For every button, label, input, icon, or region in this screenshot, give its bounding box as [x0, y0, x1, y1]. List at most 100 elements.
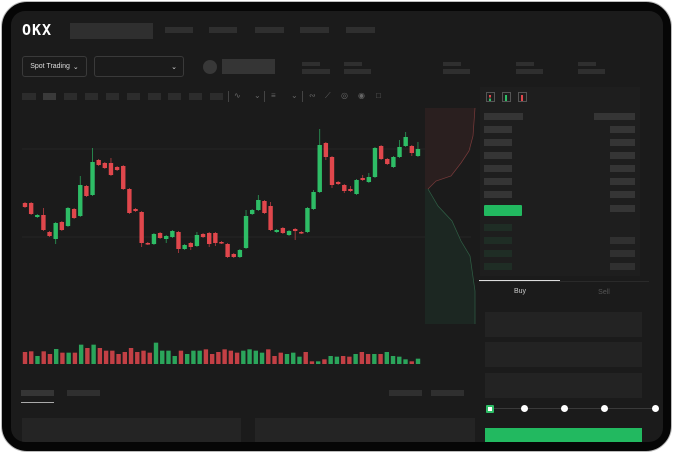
candle-body: [28, 203, 34, 214]
timeframe-button[interactable]: [106, 93, 119, 100]
orderbook-buy-icon[interactable]: [502, 92, 511, 102]
camera-icon[interactable]: ◎: [341, 91, 348, 100]
timeframe-button[interactable]: [148, 93, 161, 100]
ask-price[interactable]: [484, 152, 512, 159]
candle-body: [102, 163, 108, 168]
timeframe-button[interactable]: [168, 93, 181, 100]
volume-bar: [334, 356, 340, 364]
ask-amount[interactable]: [610, 152, 635, 159]
candle-body: [397, 147, 402, 157]
volume-bar: [160, 350, 165, 364]
timeframe-button[interactable]: [64, 93, 77, 100]
candle-body: [188, 243, 193, 247]
volume-bar: [97, 348, 103, 364]
bid-price[interactable]: [484, 224, 512, 231]
total-input[interactable]: [485, 373, 642, 398]
price-input[interactable]: [485, 312, 642, 337]
header-search[interactable]: [70, 23, 153, 39]
volume-bar: [390, 356, 396, 364]
market-type-dropdown[interactable]: Spot Trading ⌄: [22, 56, 87, 77]
ask-price[interactable]: [484, 178, 512, 185]
pair-dropdown[interactable]: ⌄: [94, 56, 184, 77]
candle-body: [372, 148, 378, 177]
candle-body: [170, 231, 175, 237]
volume-bar: [203, 349, 209, 364]
candle-body: [194, 235, 200, 246]
volume-bar: [116, 354, 121, 364]
candle-type-icon[interactable]: ≡: [271, 91, 276, 100]
ask-price[interactable]: [484, 165, 512, 172]
okx-logo[interactable]: OKX: [22, 21, 53, 39]
candle-body: [139, 212, 144, 243]
nav-item[interactable]: [346, 27, 375, 33]
candle-body: [213, 233, 218, 243]
ask-amount[interactable]: [610, 139, 635, 146]
buy-tab-underline: [479, 280, 560, 281]
bid-amount[interactable]: [610, 263, 635, 270]
volume-bar: [103, 350, 109, 364]
timeframe-button[interactable]: [127, 93, 140, 100]
volume-bar: [191, 350, 196, 364]
bid-price[interactable]: [484, 263, 512, 270]
tab-buy[interactable]: Buy: [513, 288, 527, 295]
volume-bar: [228, 350, 234, 364]
timeframe-button[interactable]: [43, 93, 56, 100]
amount-input[interactable]: [485, 342, 642, 367]
volume-bar: [272, 356, 277, 364]
volume-bar: [184, 354, 190, 364]
candle-body: [415, 149, 421, 156]
settings-icon[interactable]: ◉: [358, 91, 365, 100]
buy-submit-button[interactable]: [485, 428, 642, 442]
candle-body: [127, 189, 132, 213]
bid-amount[interactable]: [610, 237, 635, 244]
ask-amount[interactable]: [610, 126, 635, 133]
timeframe-button[interactable]: [85, 93, 98, 100]
slider-step[interactable]: [561, 405, 568, 412]
slider-step[interactable]: [601, 405, 608, 412]
ask-price[interactable]: [484, 139, 512, 146]
timeframe-button[interactable]: [22, 93, 36, 100]
ask-price[interactable]: [484, 191, 512, 198]
timeframe-button[interactable]: [189, 93, 202, 100]
ruler-icon[interactable]: ⟋: [325, 91, 331, 100]
nav-item[interactable]: [209, 27, 237, 33]
slider-step[interactable]: [521, 405, 528, 412]
timeframe-button[interactable]: [210, 93, 223, 100]
ask-amount[interactable]: [610, 205, 635, 212]
volume-bar: [60, 352, 65, 364]
chevron-down-icon[interactable]: ⌄: [254, 91, 261, 100]
indicator-icon[interactable]: ∿: [234, 91, 241, 100]
volume-bar: [266, 349, 271, 364]
column-header-price: [484, 113, 523, 120]
bid-price[interactable]: [484, 237, 512, 244]
bottom-action[interactable]: [431, 390, 464, 396]
fullscreen-icon[interactable]: □: [376, 91, 381, 100]
nav-item[interactable]: [255, 27, 284, 33]
slider-handle[interactable]: [486, 405, 494, 413]
ask-amount[interactable]: [610, 191, 635, 198]
orderbook-sell-icon[interactable]: [518, 92, 527, 102]
candlestick-chart[interactable]: [11, 11, 663, 442]
candle-body: [237, 250, 243, 257]
slider-track[interactable]: [490, 408, 656, 409]
chevron-down-icon[interactable]: ⌄: [291, 91, 298, 100]
volume-bar: [172, 356, 177, 364]
orderbook-both-icon[interactable]: [486, 92, 495, 102]
bottom-tab-open-orders[interactable]: [21, 390, 54, 396]
bottom-action[interactable]: [389, 390, 422, 396]
nav-item[interactable]: [300, 27, 329, 33]
ask-amount[interactable]: [610, 178, 635, 185]
slider-step[interactable]: [652, 405, 659, 412]
line-chart-icon[interactable]: ∾: [309, 91, 316, 100]
ask-amount[interactable]: [610, 165, 635, 172]
column-header-amount: [594, 113, 635, 120]
bottom-tab-history[interactable]: [67, 390, 100, 396]
pair-price: [222, 59, 275, 74]
bid-price[interactable]: [484, 250, 512, 257]
nav-item[interactable]: [165, 27, 193, 33]
tab-sell[interactable]: Sell: [598, 289, 610, 296]
ask-price[interactable]: [484, 126, 512, 133]
bid-amount[interactable]: [610, 250, 635, 257]
candle-body: [207, 233, 212, 244]
assets-panel: [255, 418, 475, 442]
